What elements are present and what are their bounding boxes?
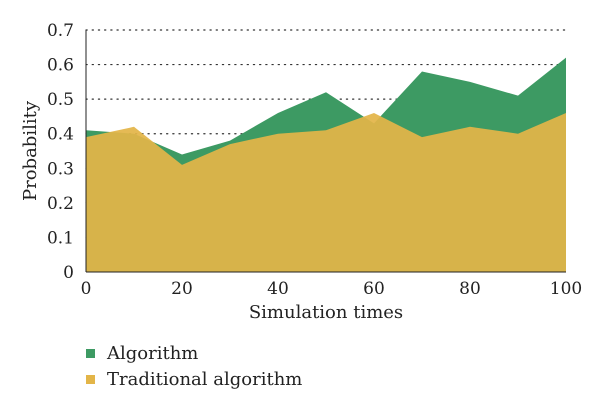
y-tick-labels: 0 0.1 0.2 0.3 0.4 0.5 0.6 0.7 bbox=[47, 21, 74, 283]
x-tick-label-5: 100 bbox=[550, 279, 582, 299]
legend-item-traditional-algorithm: Traditional algorithm bbox=[86, 366, 302, 392]
legend-label-algorithm: Algorithm bbox=[107, 342, 199, 364]
series-layer bbox=[86, 57, 566, 273]
y-tick-label-6: 0.6 bbox=[47, 56, 74, 76]
axes bbox=[85, 30, 566, 273]
y-axis-label: Probability bbox=[20, 100, 41, 201]
chart-area: 0 20 40 60 80 100 0 0.1 0.2 0.3 0.4 0.5 0.6 0.7 Simu… bbox=[20, 21, 583, 323]
y-tick-label-2: 0.2 bbox=[47, 194, 74, 214]
legend-item-algorithm: Algorithm bbox=[86, 340, 302, 366]
x-tick-label-1: 20 bbox=[171, 279, 193, 299]
y-tick-label-4: 0.4 bbox=[47, 125, 74, 145]
x-tick-label-3: 60 bbox=[363, 279, 385, 299]
y-tick-label-5: 0.5 bbox=[47, 90, 74, 110]
y-tick-label-0: 0 bbox=[63, 263, 74, 283]
legend-label-traditional-algorithm: Traditional algorithm bbox=[107, 368, 303, 390]
x-tick-label-0: 0 bbox=[81, 279, 92, 299]
y-tick-label-1: 0.1 bbox=[47, 228, 74, 248]
y-tick-label-3: 0.3 bbox=[47, 159, 74, 179]
x-tick-label-2: 40 bbox=[267, 279, 289, 299]
x-tick-labels: 0 20 40 60 80 100 bbox=[81, 279, 583, 299]
legend-swatch-algorithm bbox=[86, 348, 95, 358]
y-tick-label-7: 0.7 bbox=[47, 21, 74, 41]
legend: Algorithm Traditional algorithm bbox=[86, 340, 302, 392]
series-area-traditional-algorithm bbox=[86, 112, 566, 272]
x-tick-label-4: 80 bbox=[459, 279, 481, 299]
legend-swatch-traditional-algorithm bbox=[86, 374, 95, 384]
x-axis-label: Simulation times bbox=[249, 302, 403, 323]
